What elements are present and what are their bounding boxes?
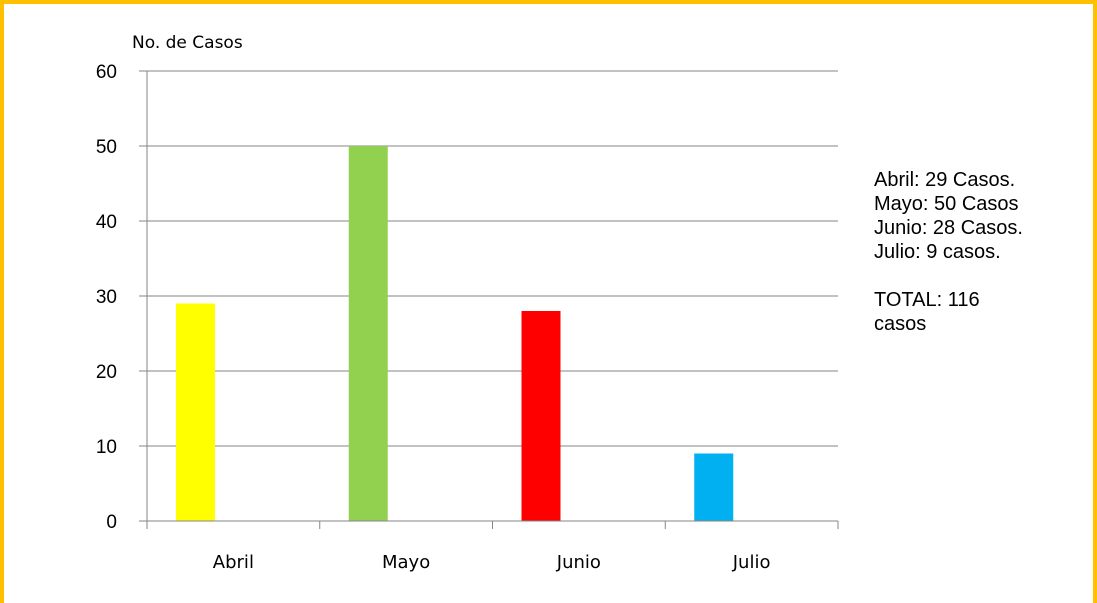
x-tick-label-mayo: Mayo [382, 552, 430, 573]
y-tick-labels: 0 10 20 30 40 50 60 [96, 62, 117, 533]
y-tick-label: 20 [96, 362, 117, 383]
x-tick-labels: Abril Mayo Junio Julio [213, 552, 771, 573]
y-tick-label: 30 [96, 287, 117, 308]
annotation-total: TOTAL: 116 casos [874, 288, 1024, 336]
bar-abril [176, 304, 215, 522]
bar-julio [694, 454, 733, 522]
gridlines [147, 71, 838, 446]
x-tick-label-julio: Julio [732, 552, 771, 573]
y-tick-label: 60 [96, 62, 117, 83]
annotation-abril: Abril: 29 Casos. [874, 168, 1094, 192]
y-tick-label: 50 [96, 137, 117, 158]
y-axis-label: No. de Casos [132, 33, 243, 53]
annotation-gap [874, 264, 1094, 288]
annotation-mayo: Mayo: 50 Casos [874, 192, 1094, 216]
y-tick-label: 0 [106, 512, 117, 533]
bars [176, 146, 733, 521]
annotation-julio: Julio: 9 casos. [874, 240, 1094, 264]
x-tick-label-junio: Junio [556, 552, 601, 573]
annotation-junio: Junio: 28 Casos. [874, 216, 1094, 240]
y-tick-label: 40 [96, 212, 117, 233]
bar-junio [522, 311, 561, 521]
summary-annotation: Abril: 29 Casos. Mayo: 50 Casos Junio: 2… [874, 168, 1094, 336]
x-tick-label-abril: Abril [213, 552, 254, 573]
y-tick-label: 10 [96, 437, 117, 458]
bar-mayo [349, 146, 388, 521]
